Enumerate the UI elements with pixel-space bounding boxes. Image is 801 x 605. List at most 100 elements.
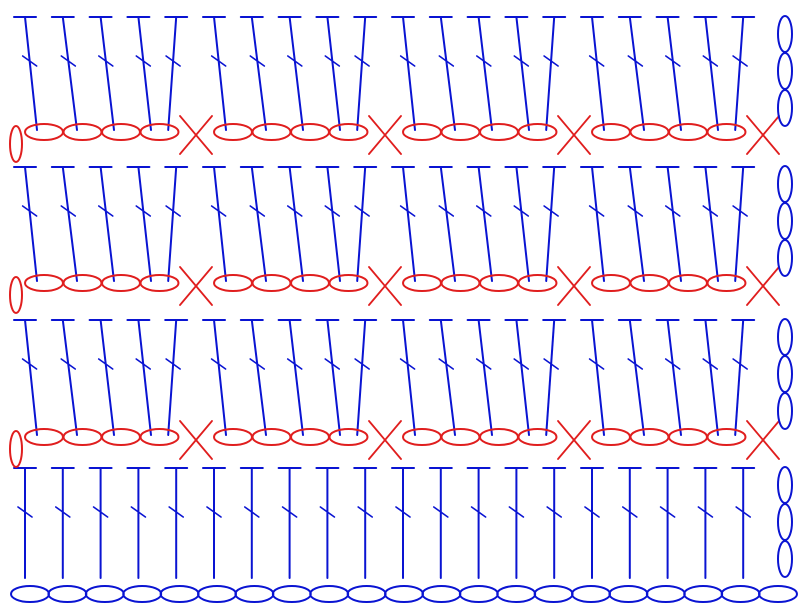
dc-stem [326,166,341,282]
dc-stem [288,16,304,131]
double-crochet-stitch [164,319,189,436]
dc-stem [24,166,38,282]
dc-tick [664,358,681,370]
dc-stem [326,319,341,436]
dc-tick [210,205,227,217]
dc-stem [666,16,682,131]
double-crochet-stitch [580,319,605,436]
dc-stem [250,319,267,436]
dc-stem [515,166,530,282]
dc-stem [545,16,556,131]
chain-oval [517,428,558,446]
double-crochet-stitch [315,166,341,282]
dc-stem [439,319,456,436]
dc-tick [130,506,147,518]
double-crochet-stitch [315,16,341,131]
double-crochet-stitch [542,166,567,282]
dc-stem [288,166,304,282]
dc-tick [475,205,492,217]
turning-chain-oval [9,276,23,314]
double-crochet-stitch [580,166,605,282]
double-crochet-stitch [428,319,456,436]
double-crochet-stitch [655,166,682,282]
double-crochet-stitch [391,16,416,131]
dc-stem [356,319,367,436]
double-crochet-stitch [50,166,78,282]
dc-tick [732,205,748,217]
dc-stem [213,166,227,282]
double-crochet-stitch [88,319,115,436]
double-crochet-stitch [353,166,378,282]
dc-stem [515,319,530,436]
dc-tick [399,55,416,67]
double-crochet-stitch [391,467,415,579]
single-crochet-x [368,266,402,306]
dc-tick [665,55,681,67]
chain-oval [328,428,369,446]
dc-tick [135,205,152,217]
dc-stem [591,319,605,436]
single-crochet-x [368,115,402,155]
double-crochet-stitch [50,467,75,579]
dc-stem [591,166,605,282]
dc-tick [21,205,38,217]
dc-stem [591,16,605,131]
dc-tick [319,506,336,518]
dc-tick [97,358,114,370]
double-crochet-stitch [277,319,304,436]
dc-stem [213,16,227,131]
double-crochet-stitch [428,467,453,579]
dc-stem [356,16,367,131]
dc-stem [250,166,267,282]
dc-tick [60,205,77,217]
sc-stroke [746,266,780,306]
single-crochet-x [746,266,780,306]
sc-stroke [368,266,402,306]
dc-tick [543,55,559,67]
chain-oval [139,274,180,292]
dc-tick [508,506,525,518]
dc-tick [588,205,605,217]
dc-tick [438,55,455,67]
double-crochet-stitch [353,467,378,579]
dc-tick [60,358,77,370]
double-crochet-stitch [504,16,530,131]
double-crochet-stitch [126,166,152,282]
dc-tick [168,506,184,518]
dc-tick [210,55,227,67]
double-crochet-stitch [466,467,491,579]
dc-stem [477,16,493,131]
turning-chain-oval [777,89,793,127]
turning-chain-oval [9,430,23,468]
dc-tick [165,205,181,217]
dc-stem [666,166,682,282]
dc-stem [250,16,267,131]
double-crochet-stitch [617,319,645,436]
dc-tick [60,55,77,67]
dc-stem [439,16,456,131]
double-crochet-stitch [13,166,38,282]
double-crochet-stitch [655,16,682,131]
sc-stroke [557,115,591,155]
turning-chain-layer [9,15,793,578]
dc-tick [97,205,114,217]
chain-oval [706,428,747,446]
dc-stem [167,16,178,131]
double-crochet-stitch [391,166,416,282]
chain-oval [328,274,369,292]
sc-stroke [368,115,402,155]
dc-stem [61,166,78,282]
dc-tick [438,358,455,370]
dc-tick [206,506,222,518]
dc-tick [627,55,644,67]
dc-stem [24,16,38,131]
chain-row-layer [24,123,747,446]
dc-tick [588,358,605,370]
double-crochet-stitch [428,16,456,131]
dc-tick [286,358,303,370]
double-crochet-stitch [580,467,604,579]
dc-stem [137,166,152,282]
dc-stem [704,319,719,436]
dc-tick [438,205,455,217]
dc-tick [702,205,719,217]
